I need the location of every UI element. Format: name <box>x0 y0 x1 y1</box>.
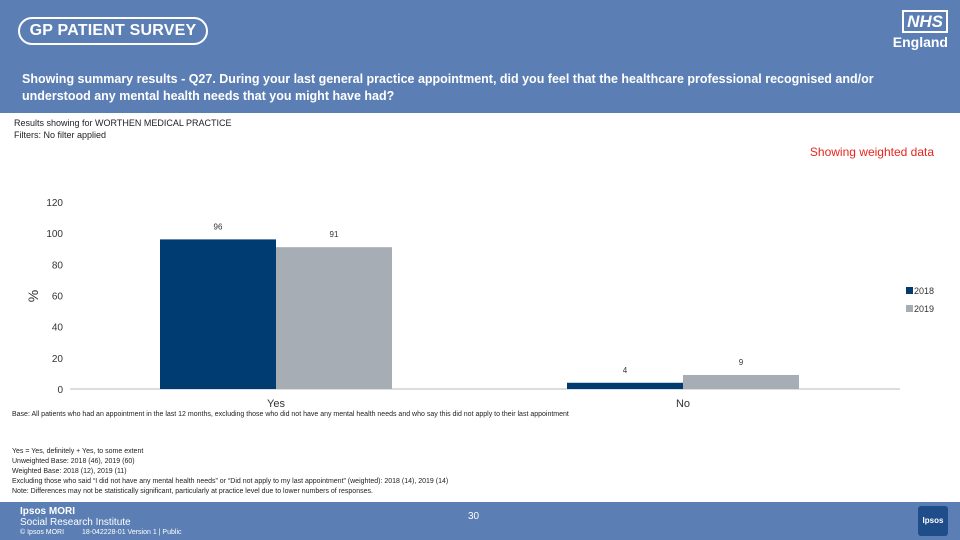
nhs-region-text: England <box>892 34 948 50</box>
bar-2018-yes <box>160 239 276 389</box>
legend-swatch-2018 <box>906 287 913 294</box>
title-bar: Showing summary results - Q27. During yo… <box>0 63 960 113</box>
y-axis-title: % <box>25 290 41 302</box>
bar-2019-yes <box>276 247 392 389</box>
x-category-label: Yes <box>267 398 285 410</box>
gp-patient-survey-logo: GP PATIENT SURVEY <box>18 17 208 45</box>
legend-label: 2019 <box>914 304 934 314</box>
footnote-weighted: Weighted Base: 2018 (12), 2019 (11) <box>12 468 127 475</box>
bar-2018-no <box>567 382 683 389</box>
footnote-note: Note: Differences may not be statistical… <box>12 488 373 495</box>
data-label: 9 <box>739 358 744 367</box>
filters-text: Filters: No filter applied <box>14 130 107 140</box>
x-category-label: No <box>676 398 690 410</box>
data-label: 91 <box>330 230 339 239</box>
results-meta: Results showing for WORTHEN MEDICAL PRAC… <box>14 117 232 141</box>
footnote-details: Yes = Yes, definitely + Yes, to some ext… <box>12 447 942 497</box>
bar-chart: 0 20 40 60 80 100 120% 96 91 Yes 4 9 No 2018 2019 <box>25 198 934 410</box>
y-tick-label: 60 <box>52 292 64 303</box>
question-title: Showing summary results - Q27. During yo… <box>22 72 874 103</box>
data-label: 4 <box>623 366 628 375</box>
footer-bar: Ipsos MORI Social Research Institute © I… <box>0 502 960 540</box>
y-tick-label: 40 <box>52 323 64 334</box>
ipsos-line2: Social Research Institute <box>20 517 131 528</box>
reference-text: 18-042228-01 Version 1 | Public <box>82 529 182 536</box>
copyright-text: © Ipsos MORI <box>20 529 65 536</box>
ipsos-badge-logo: Ipsos <box>918 506 948 536</box>
y-tick-label: 20 <box>52 354 64 365</box>
footnote-base: Base: All patients who had an appointmen… <box>12 411 569 418</box>
footnote-excluding: Excluding those who said “I did not have… <box>12 478 449 485</box>
page-number: 30 <box>468 511 480 522</box>
legend-swatch-2019 <box>906 305 913 312</box>
nhs-england-logo: NHS England <box>890 10 948 50</box>
y-tick-label: 100 <box>46 229 63 240</box>
data-label: 96 <box>214 222 223 231</box>
weighted-data-label: Showing weighted data <box>809 145 934 159</box>
ipsos-mori-logo: Ipsos MORI Social Research Institute <box>20 506 131 528</box>
nhs-logo-text: NHS <box>902 10 948 33</box>
bar-2019-no <box>683 374 799 389</box>
legend-label: 2018 <box>914 286 934 296</box>
header-bar: GP PATIENT SURVEY NHS England <box>0 0 960 63</box>
results-for-text: Results showing for WORTHEN MEDICAL PRAC… <box>14 118 232 128</box>
y-tick-label: 120 <box>46 198 63 209</box>
footnote-unweighted: Unweighted Base: 2018 (46), 2019 (60) <box>12 458 135 465</box>
footnote-definition: Yes = Yes, definitely + Yes, to some ext… <box>12 448 144 455</box>
y-tick-label: 0 <box>57 385 63 396</box>
ipsos-line1: Ipsos MORI <box>20 506 76 517</box>
y-tick-label: 80 <box>52 260 64 271</box>
